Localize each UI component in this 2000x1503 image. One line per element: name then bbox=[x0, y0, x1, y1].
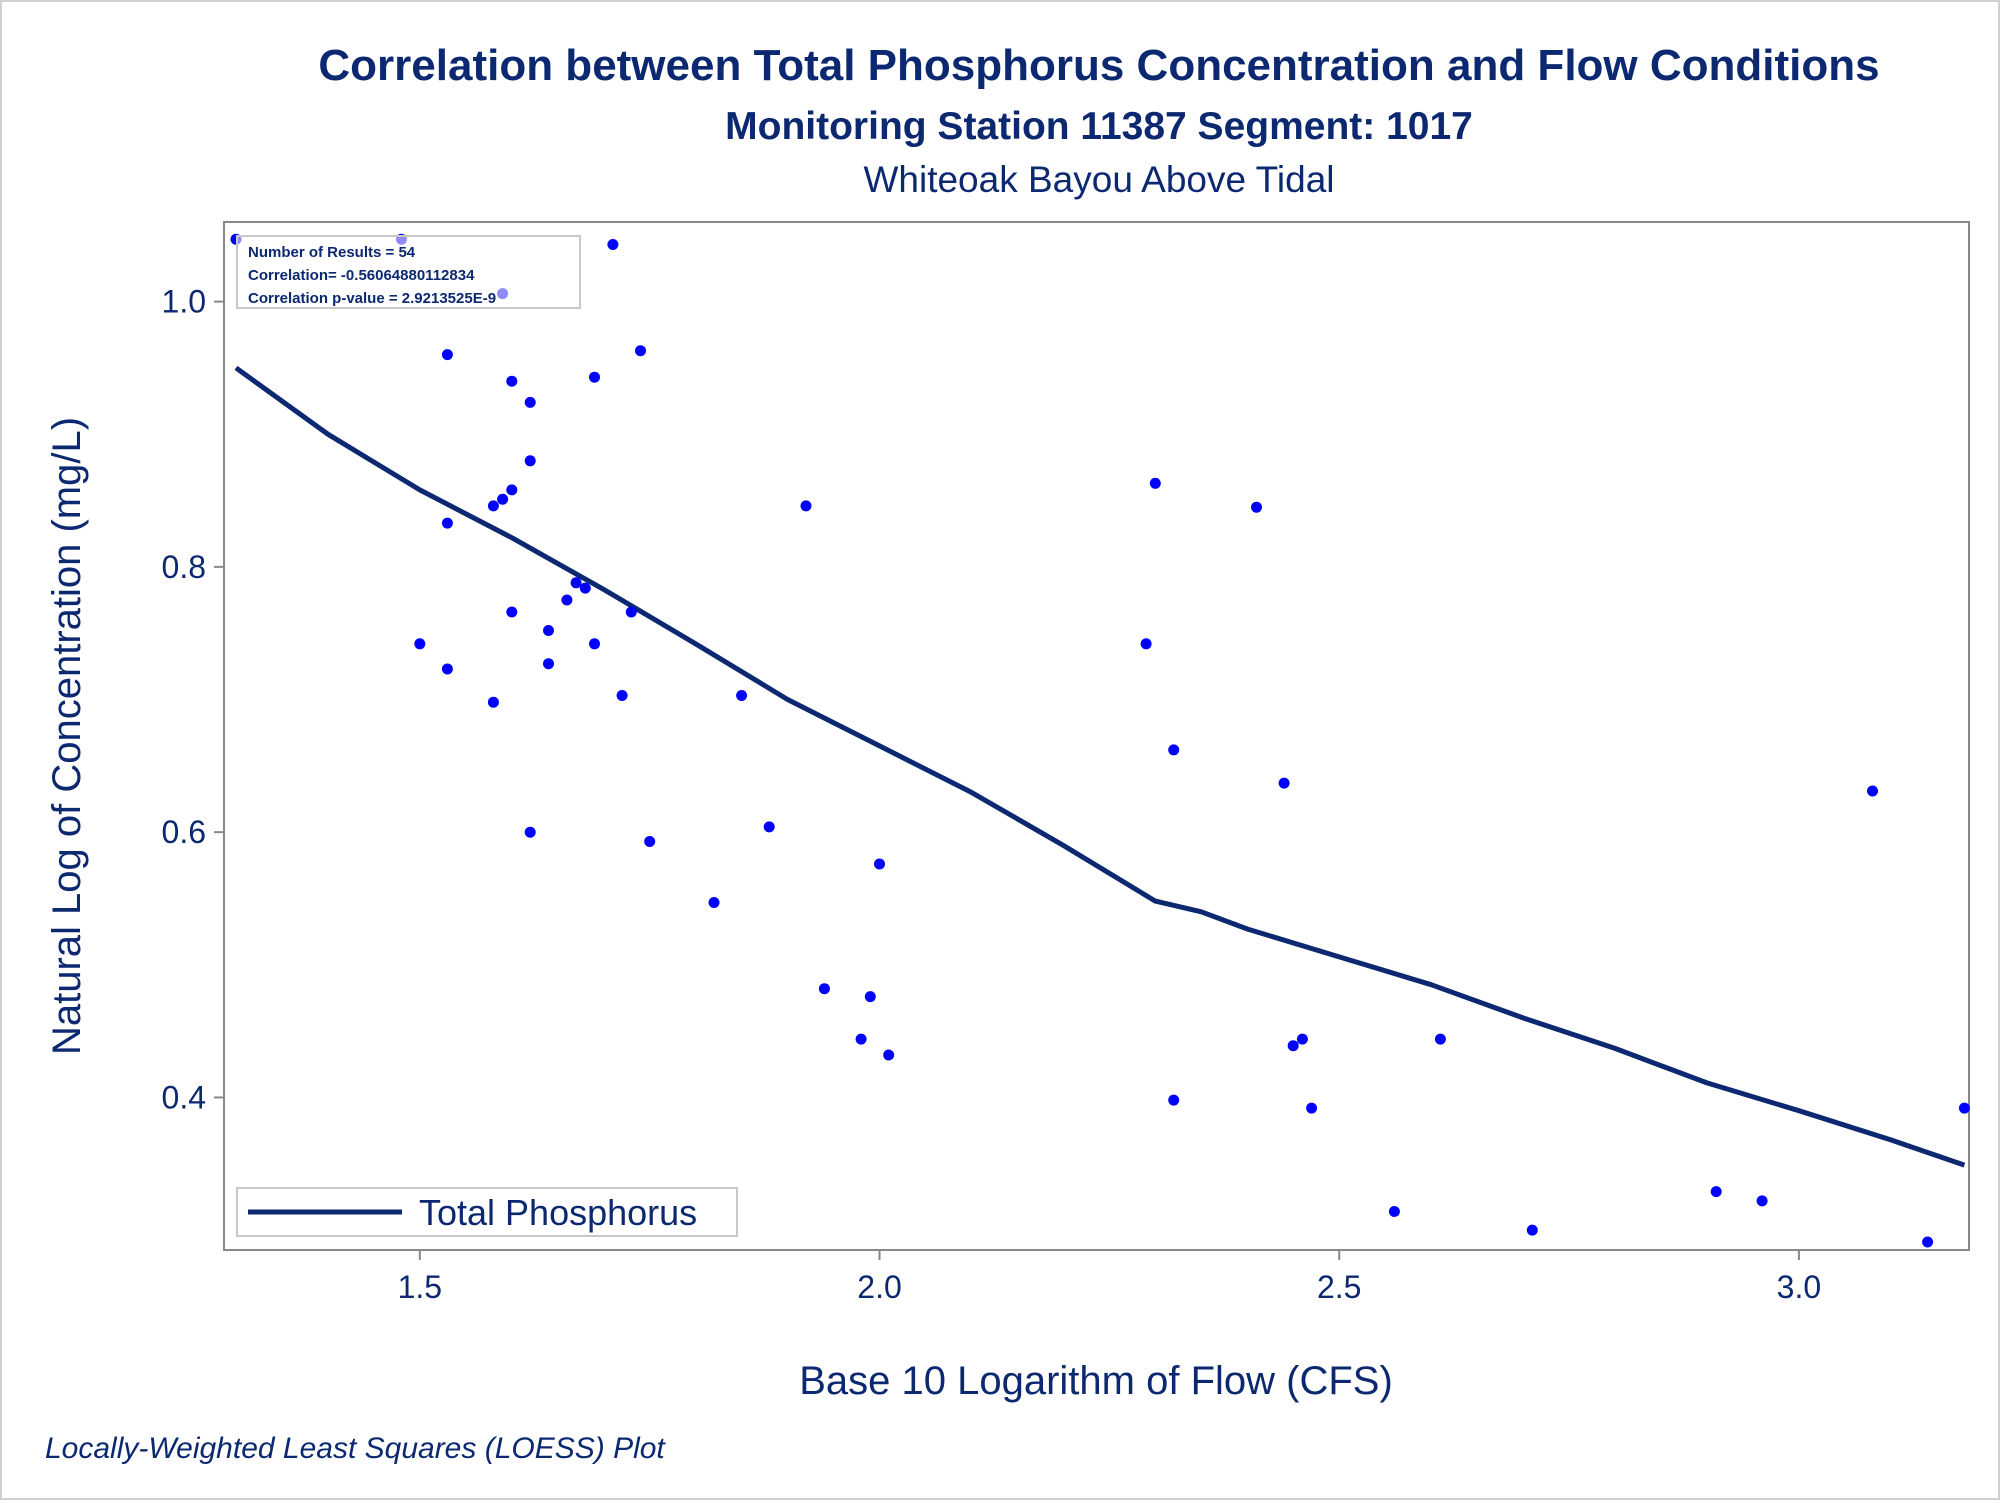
data-point bbox=[607, 239, 619, 250]
data-point bbox=[589, 638, 600, 650]
data-point bbox=[635, 345, 646, 357]
data-point bbox=[1287, 1040, 1299, 1052]
data-point bbox=[800, 500, 812, 512]
data-point bbox=[497, 493, 509, 505]
data-point bbox=[506, 375, 518, 387]
data-point bbox=[524, 396, 536, 408]
data-point bbox=[1710, 1186, 1722, 1198]
data-point bbox=[1756, 1195, 1768, 1207]
data-point bbox=[570, 577, 582, 589]
data-point bbox=[763, 821, 775, 833]
y-tick-label: 0.6 bbox=[162, 814, 206, 850]
data-point bbox=[1306, 1102, 1318, 1114]
data-point bbox=[506, 484, 518, 496]
data-point bbox=[487, 500, 499, 512]
data-point bbox=[818, 983, 830, 995]
data-point bbox=[883, 1049, 895, 1061]
data-point bbox=[1168, 744, 1180, 756]
y-tick-label: 1.0 bbox=[162, 284, 206, 320]
data-point bbox=[524, 826, 536, 838]
plot-area bbox=[223, 221, 1970, 1251]
data-point bbox=[855, 1033, 867, 1045]
data-point bbox=[1168, 1094, 1180, 1106]
data-point bbox=[1867, 785, 1878, 797]
data-point bbox=[1278, 777, 1290, 789]
data-point bbox=[1296, 1033, 1308, 1045]
data-point bbox=[1526, 1224, 1538, 1236]
data-point bbox=[708, 897, 720, 908]
x-tick-label: 2.5 bbox=[1317, 1269, 1361, 1305]
data-point bbox=[524, 455, 536, 467]
x-axis-label: Base 10 Logarithm of Flow (CFS) bbox=[799, 1359, 1393, 1403]
data-point bbox=[736, 690, 748, 701]
data-point bbox=[644, 836, 656, 847]
data-point bbox=[616, 690, 628, 701]
chart-title: Correlation between Total Phosphorus Con… bbox=[318, 41, 1879, 90]
data-point bbox=[589, 371, 600, 383]
data-point bbox=[625, 606, 637, 618]
y-axis-label: Natural Log of Concentration (mg/L) bbox=[45, 417, 89, 1055]
data-point bbox=[441, 349, 453, 361]
data-point bbox=[543, 625, 554, 636]
data-point bbox=[441, 517, 453, 529]
legend: Total Phosphorus bbox=[236, 1187, 738, 1237]
chart-subtitle: Monitoring Station 11387 Segment: 1017 bbox=[725, 105, 1473, 148]
data-point bbox=[874, 858, 885, 870]
data-point bbox=[1388, 1206, 1400, 1217]
legend-label: Total Phosphorus bbox=[419, 1192, 697, 1233]
x-tick-label: 3.0 bbox=[1777, 1269, 1821, 1305]
data-point bbox=[543, 658, 554, 670]
x-axis: 1.5 2.0 2.5 3.0 bbox=[398, 1250, 1821, 1305]
y-tick-label: 0.8 bbox=[162, 549, 206, 585]
x-tick-label: 1.5 bbox=[398, 1269, 442, 1305]
stats-count: Number of Results = 54 bbox=[248, 244, 416, 261]
y-axis: 0.4 0.6 0.8 1.0 bbox=[162, 284, 224, 1115]
chart-footnote: Locally-Weighted Least Squares (LOESS) P… bbox=[45, 1432, 666, 1465]
data-point bbox=[1434, 1033, 1446, 1045]
chart-subtitle-2: Whiteoak Bayou Above Tidal bbox=[863, 159, 1334, 200]
y-tick-label: 0.4 bbox=[162, 1079, 206, 1115]
data-point bbox=[1140, 638, 1152, 650]
data-point bbox=[579, 582, 591, 594]
x-tick-label: 2.0 bbox=[857, 1269, 901, 1305]
data-point bbox=[561, 594, 573, 606]
data-point bbox=[1958, 1102, 1970, 1114]
data-point bbox=[506, 606, 518, 618]
loess-curve bbox=[234, 365, 1966, 1168]
stats-p-value: Correlation p-value = 2.9213525E-9 bbox=[248, 290, 496, 307]
data-point bbox=[414, 638, 426, 650]
data-point bbox=[441, 663, 453, 675]
stats-box: Number of Results = 54 Correlation= -0.5… bbox=[236, 235, 581, 309]
data-point bbox=[1251, 501, 1262, 513]
data-point bbox=[1149, 477, 1161, 489]
data-point bbox=[487, 696, 499, 708]
data-point bbox=[1922, 1236, 1934, 1248]
data-point bbox=[864, 991, 876, 1003]
stats-correlation: Correlation= -0.56064880112834 bbox=[248, 267, 475, 284]
